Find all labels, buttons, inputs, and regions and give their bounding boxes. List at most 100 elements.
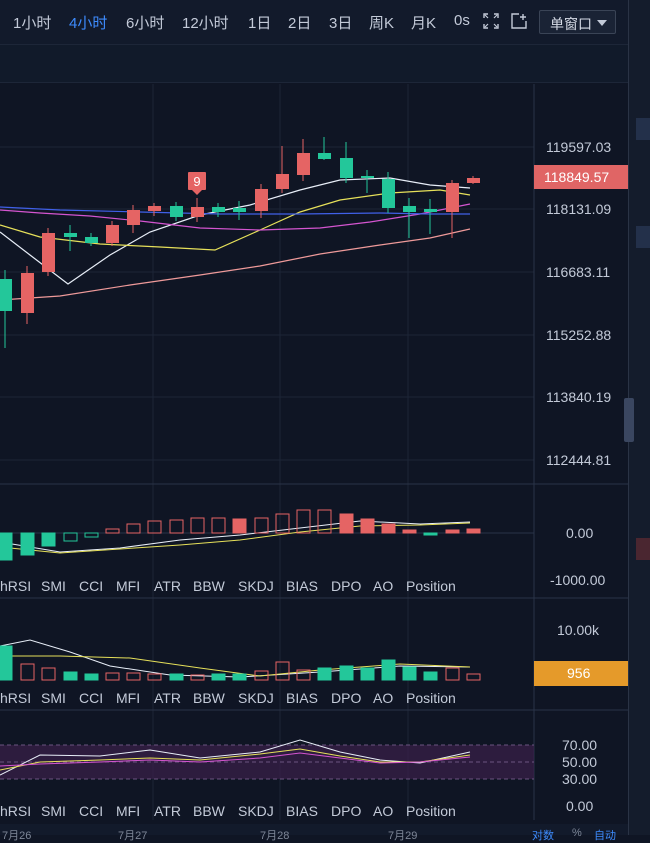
volume-bar xyxy=(105,672,120,681)
volume-bar xyxy=(169,673,184,681)
sidebar-marker[interactable] xyxy=(636,118,650,140)
timeframe-1d[interactable]: 1日 xyxy=(248,15,272,32)
candle-body xyxy=(148,206,161,211)
tab-skdj[interactable]: SKDJ xyxy=(238,690,274,706)
timeframe-3d[interactable]: 3日 xyxy=(329,15,353,32)
time-axis: 7月26 7月27 7月28 7月29 对数 % 自动 xyxy=(0,824,628,842)
tab-cci[interactable]: CCI xyxy=(79,690,104,706)
macd-histogram xyxy=(0,509,481,561)
volume-bar xyxy=(466,673,481,681)
log-scale-toggle[interactable]: 对数 xyxy=(532,830,554,842)
candle-body xyxy=(64,233,77,237)
tab-position[interactable]: Position xyxy=(406,803,456,819)
timeframe-week[interactable]: 周K xyxy=(369,15,395,32)
pane-separators xyxy=(0,84,628,820)
tab-skdj[interactable]: SKDJ xyxy=(238,803,274,819)
timeframe-12h[interactable]: 12小时 xyxy=(182,15,229,32)
candle-body xyxy=(467,178,480,183)
volume-ma-line xyxy=(0,639,471,678)
tab-hrsi[interactable]: hRSI xyxy=(0,690,32,706)
tab-dpo[interactable]: DPO xyxy=(331,690,362,706)
chevron-down-icon xyxy=(597,20,607,26)
macd-bar xyxy=(339,513,354,534)
date-label: 7月28 xyxy=(260,830,290,842)
timeframe-seconds[interactable]: 0s xyxy=(454,12,470,29)
tab-hrsi[interactable]: hRSI xyxy=(0,803,32,819)
tab-smi[interactable]: SMI xyxy=(41,578,66,594)
tab-bbw[interactable]: BBW xyxy=(193,578,225,594)
current-volume-tag: 956 xyxy=(534,661,628,686)
tab-cci[interactable]: CCI xyxy=(79,803,104,819)
timeframe-1h[interactable]: 1小时 xyxy=(13,15,52,32)
rsi-tick: 50.00 xyxy=(562,754,598,770)
tab-atr[interactable]: ATR xyxy=(154,578,181,594)
candle-body xyxy=(446,183,459,212)
macd-bar xyxy=(169,519,184,534)
rsi-line xyxy=(0,739,471,776)
window-mode-select[interactable]: 单窗口 xyxy=(539,10,616,34)
volume-bar xyxy=(360,667,375,681)
date-label: 7月27 xyxy=(118,830,148,842)
tab-position[interactable]: Position xyxy=(406,578,456,594)
tab-ao[interactable]: AO xyxy=(373,803,394,819)
candle-body xyxy=(297,153,310,175)
date-label: 7月26 xyxy=(2,830,32,842)
tab-atr[interactable]: ATR xyxy=(154,803,181,819)
tab-hrsi[interactable]: hRSI xyxy=(0,578,32,594)
tab-bbw[interactable]: BBW xyxy=(193,690,225,706)
price-tick: 112444.81 xyxy=(546,452,612,468)
volume-bar xyxy=(126,672,141,681)
timeframe-month[interactable]: 月K xyxy=(411,15,437,32)
rsi-tick: 30.00 xyxy=(562,771,598,787)
tab-ao[interactable]: AO xyxy=(373,578,394,594)
tab-mfi[interactable]: MFI xyxy=(116,690,141,706)
volume-bar xyxy=(445,667,460,681)
macd-tick: 0.00 xyxy=(566,525,594,541)
candle-body xyxy=(0,279,12,311)
auto-scale-toggle[interactable]: 自动 xyxy=(594,830,616,842)
macd-bar xyxy=(275,513,290,534)
tab-bias[interactable]: BIAS xyxy=(286,690,318,706)
timeframe-2d[interactable]: 2日 xyxy=(288,15,312,32)
rsi-line xyxy=(0,752,471,767)
chart-canvas[interactable]: 9 xyxy=(0,0,628,835)
volume-bar xyxy=(317,667,332,681)
fullscreen-icon[interactable] xyxy=(482,12,500,30)
tab-mfi[interactable]: MFI xyxy=(116,578,141,594)
tab-bias[interactable]: BIAS xyxy=(286,803,318,819)
tab-bias[interactable]: BIAS xyxy=(286,578,318,594)
tab-dpo[interactable]: DPO xyxy=(331,803,362,819)
macd-bar xyxy=(466,528,481,534)
volume-bar xyxy=(232,673,247,681)
tab-dpo[interactable]: DPO xyxy=(331,578,362,594)
candle-body xyxy=(340,158,353,178)
volume-bar xyxy=(190,674,205,681)
panel-collapse-handle[interactable] xyxy=(624,398,634,442)
tab-mfi[interactable]: MFI xyxy=(116,803,141,819)
volume-bar xyxy=(381,659,396,681)
candle-body xyxy=(233,208,246,212)
sidebar-marker[interactable] xyxy=(636,226,650,248)
tab-ao[interactable]: AO xyxy=(373,690,394,706)
candle-body xyxy=(42,233,55,272)
macd-bar xyxy=(296,509,311,534)
sidebar-marker[interactable] xyxy=(636,538,650,560)
tab-skdj[interactable]: SKDJ xyxy=(238,578,274,594)
tab-atr[interactable]: ATR xyxy=(154,690,181,706)
volume-tick: 10.00k xyxy=(557,622,600,638)
timeframe-4h[interactable]: 4小时 xyxy=(69,15,108,32)
macd-bar xyxy=(20,532,35,556)
percent-scale-toggle[interactable]: % xyxy=(572,827,582,839)
candle-body xyxy=(361,176,374,178)
tab-position[interactable]: Position xyxy=(406,690,456,706)
signal-marker-group: 9 xyxy=(188,172,206,195)
macd-bar xyxy=(63,532,78,542)
tab-smi[interactable]: SMI xyxy=(41,690,66,706)
tab-cci[interactable]: CCI xyxy=(79,578,104,594)
volume-bar xyxy=(296,669,311,681)
date-label: 7月29 xyxy=(388,830,418,842)
tab-bbw[interactable]: BBW xyxy=(193,803,225,819)
timeframe-6h[interactable]: 6小时 xyxy=(126,15,165,32)
tab-smi[interactable]: SMI xyxy=(41,803,66,819)
add-window-icon[interactable] xyxy=(510,12,528,30)
